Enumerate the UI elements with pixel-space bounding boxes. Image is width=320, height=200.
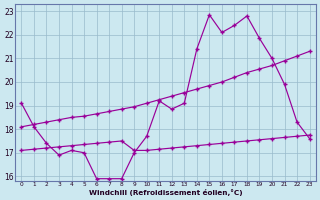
X-axis label: Windchill (Refroidissement éolien,°C): Windchill (Refroidissement éolien,°C) <box>89 189 242 196</box>
